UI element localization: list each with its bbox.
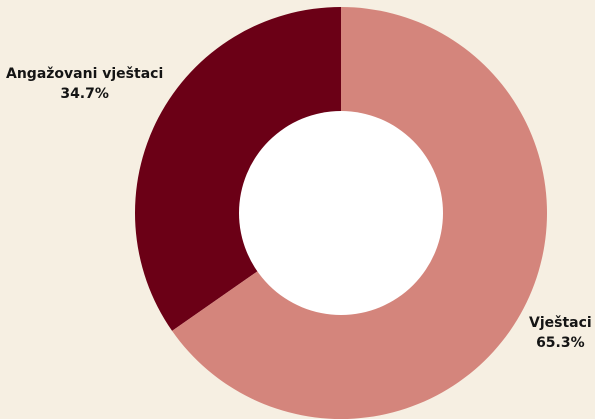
slice-label-vjestaci-name: Vještaci	[529, 315, 592, 331]
slice-label-vjestaci-value: 65.3%	[536, 335, 585, 351]
slice-label-angazovani-vjestaci-name: Angažovani vještaci	[6, 66, 164, 82]
slice-label-angazovani-vjestaci: Angažovani vještaci 34.7%	[6, 64, 163, 104]
slice-label-vjestaci: Vještaci 65.3%	[529, 313, 592, 353]
slice-label-angazovani-vjestaci-value: 34.7%	[60, 86, 109, 102]
donut-hole	[239, 111, 443, 315]
slice-angazovani-vjestaci	[134, 7, 341, 331]
